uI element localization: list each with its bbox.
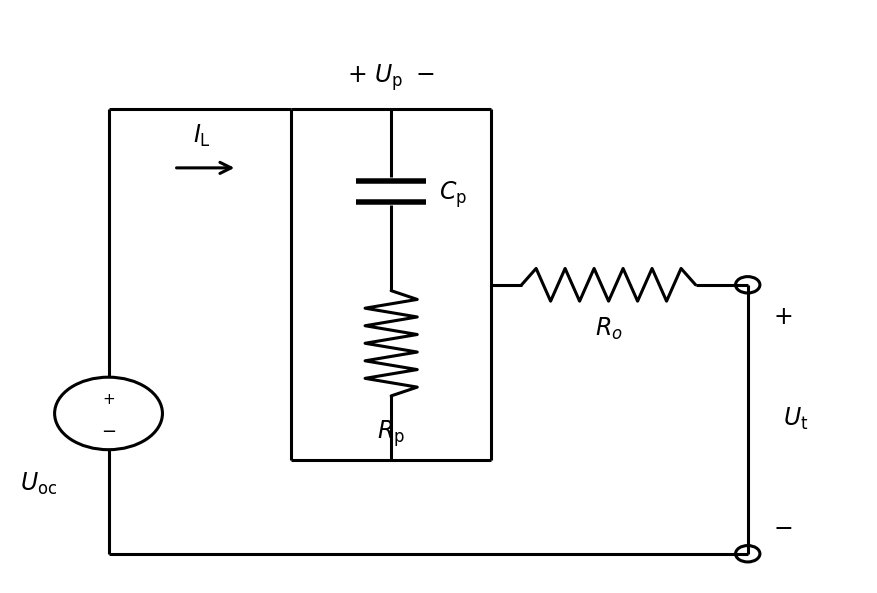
Text: $C_{\mathrm{p}}$: $C_{\mathrm{p}}$ bbox=[438, 179, 467, 209]
Text: $-$: $-$ bbox=[101, 421, 116, 439]
Text: $+$: $+$ bbox=[772, 305, 791, 329]
Text: $R_{\mathrm{p}}$: $R_{\mathrm{p}}$ bbox=[377, 419, 404, 449]
Text: $U_{\mathrm{t}}$: $U_{\mathrm{t}}$ bbox=[782, 406, 808, 432]
Text: $+\ U_{\mathrm{p}}\ -$: $+\ U_{\mathrm{p}}\ -$ bbox=[347, 62, 434, 93]
Circle shape bbox=[735, 276, 759, 293]
Text: $R_{o}$: $R_{o}$ bbox=[594, 315, 622, 342]
Text: $I_{\mathrm{L}}$: $I_{\mathrm{L}}$ bbox=[193, 123, 211, 149]
Text: $+$: $+$ bbox=[102, 392, 115, 407]
Circle shape bbox=[735, 546, 759, 562]
Text: $U_{\mathrm{oc}}$: $U_{\mathrm{oc}}$ bbox=[20, 470, 58, 497]
Text: $-$: $-$ bbox=[772, 515, 791, 540]
